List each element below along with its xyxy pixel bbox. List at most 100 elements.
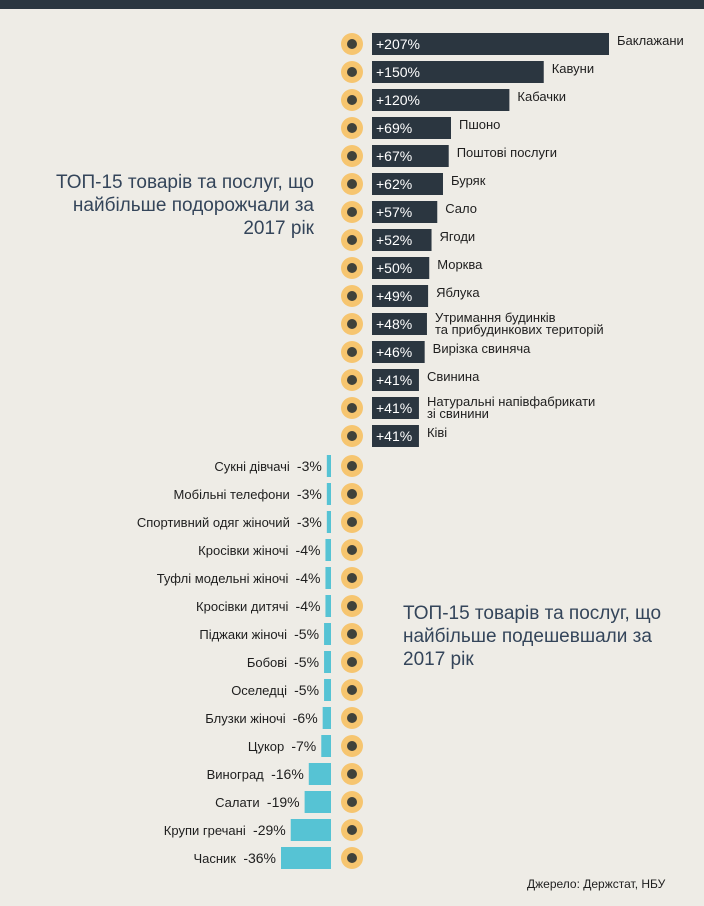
increase-row-10: +49% Яблука [341, 285, 480, 307]
decrease-category-label: Оселедці [231, 683, 287, 698]
decrease-row-15: -36% Часник [193, 847, 363, 869]
source-note: Джерело: Держстат, НБУ [527, 877, 666, 891]
increase-category-line: Пшоно [459, 117, 500, 132]
increase-category-line: Яблука [436, 285, 480, 300]
high-heel-icon [341, 567, 363, 589]
millet-jar-icon [341, 117, 363, 139]
decrease-row-2: -3% Мобільні телефони [173, 483, 363, 505]
increase-bar-9 [372, 257, 430, 279]
decrease-row-3: -3% Спортивний одяг жіночий [137, 511, 363, 533]
increase-value-label: +120% [376, 92, 420, 108]
decrease-row-10: -6% Блузки жіночі [205, 707, 363, 729]
increase-category-label: Морква [437, 257, 483, 272]
decrease-bar-10 [322, 707, 331, 729]
decrease-bar-6 [325, 595, 331, 617]
increase-value-label: +150% [376, 64, 420, 80]
grapes-icon [341, 763, 363, 785]
berries-icon [341, 229, 363, 251]
decrease-bar-11 [321, 735, 331, 757]
decrease-row-14: -29% Крупи гречані [164, 819, 363, 841]
decrease-row-4: -4% Кросівки жіночі [198, 539, 363, 561]
decrease-row-12: -16% Виноград [207, 763, 363, 785]
increase-category-label: Яблука [436, 285, 480, 300]
decrease-value-label: -6% [293, 710, 318, 726]
decrease-bar-14 [290, 819, 331, 841]
increase-row-4: +69% Пшоно [341, 117, 500, 139]
increase-bar-12 [372, 341, 425, 363]
decrease-value-label: -29% [253, 822, 286, 838]
decrease-bar-9 [324, 679, 331, 701]
decrease-bar-7 [324, 623, 331, 645]
apple-icon [341, 285, 363, 307]
increase-category-label: Поштові послуги [457, 145, 557, 160]
decrease-category-label: Бобові [247, 655, 287, 670]
increase-category-label: Баклажани [617, 33, 684, 48]
increase-row-11: +48% Утримання будинків та прибудинкових т… [341, 310, 604, 337]
increase-value-label: +48% [376, 316, 412, 332]
increase-chart-title: ТОП-15 товарів та послуг, що найбільше п… [55, 172, 314, 239]
pig-icon [341, 369, 363, 391]
sportswear-icon [341, 511, 363, 533]
increase-category-line: Натуральні напівфабрикати [427, 394, 595, 409]
increase-category-label: Сало [445, 201, 477, 216]
increase-category-label: Кабачки [517, 89, 566, 104]
decrease-row-9: -5% Оселедці [231, 679, 363, 701]
top-band [0, 0, 704, 9]
increase-category-line: Вирізка свиняча [433, 341, 531, 356]
decrease-value-label: -7% [291, 738, 316, 754]
decrease-category-label: Кросівки жіночі [198, 543, 288, 558]
carrot-icon [341, 257, 363, 279]
buckwheat-icon [341, 819, 363, 841]
decrease-bar-15 [281, 847, 331, 869]
increase-value-label: +46% [376, 344, 412, 360]
decrease-bar-5 [325, 567, 331, 589]
increase-category-label: Свинина [427, 369, 480, 384]
increase-row-5: +67% Поштові послуги [341, 145, 557, 167]
beans-icon [341, 651, 363, 673]
price-increase-bars: +207% Баклажани +150% Кавуни +120% Кабачки +69… [341, 33, 684, 447]
increase-category-label: Натуральні напівфабрикати зі свинини [427, 394, 595, 421]
blouse-icon [341, 707, 363, 729]
increase-row-12: +46% Вирізка свиняча [341, 341, 531, 363]
decrease-row-11: -7% Цукор [248, 735, 363, 757]
increase-category-label: Кавуни [552, 61, 594, 76]
increase-value-label: +41% [376, 428, 412, 444]
decrease-value-label: -5% [294, 682, 319, 698]
decrease-category-label: Мобільні телефони [173, 487, 289, 502]
increase-bar-11 [372, 313, 427, 335]
increase-bar-1 [372, 33, 609, 55]
decrease-value-label: -16% [271, 766, 304, 782]
decrease-value-label: -36% [243, 850, 276, 866]
increase-value-label: +69% [376, 120, 412, 136]
decrease-row-5: -4% Туфлі модельні жіночі [157, 567, 363, 589]
herring-icon [341, 679, 363, 701]
envelope-icon [341, 145, 363, 167]
ham-icon [341, 397, 363, 419]
increase-value-label: +57% [376, 204, 412, 220]
increase-row-3: +120% Кабачки [341, 89, 566, 111]
increase-value-label: +62% [376, 176, 412, 192]
increase-value-label: +67% [376, 148, 412, 164]
increase-category-line: зі свинини [427, 406, 489, 421]
decrease-category-label: Крупи гречані [164, 823, 246, 838]
decrease-bar-4 [325, 539, 331, 561]
decrease-value-label: -19% [267, 794, 300, 810]
dress-icon [341, 455, 363, 477]
increase-bar-2 [372, 61, 544, 83]
increase-value-label: +49% [376, 288, 412, 304]
price-decrease-bars: -3% Сукні дівчачі -3% Мобільні телефони -3% С… [137, 455, 363, 869]
increase-category-label: Пшоно [459, 117, 500, 132]
kids-sneaker-icon [341, 595, 363, 617]
decrease-bar-3 [326, 511, 331, 533]
increase-row-1: +207% Баклажани [341, 33, 684, 55]
kiwi-icon [341, 425, 363, 447]
increase-bar-14 [372, 397, 419, 419]
increase-bar-3 [372, 89, 510, 111]
increase-bar-15 [372, 425, 419, 447]
decrease-category-label: Спортивний одяг жіночий [137, 515, 290, 530]
increase-category-label: Ківі [427, 425, 447, 440]
decrease-chart-title: ТОП-15 товарів та послуг, що найбільше п… [403, 603, 662, 670]
decrease-bar-8 [324, 651, 331, 673]
decrease-bar-1 [326, 455, 331, 477]
increase-value-label: +50% [376, 260, 412, 276]
